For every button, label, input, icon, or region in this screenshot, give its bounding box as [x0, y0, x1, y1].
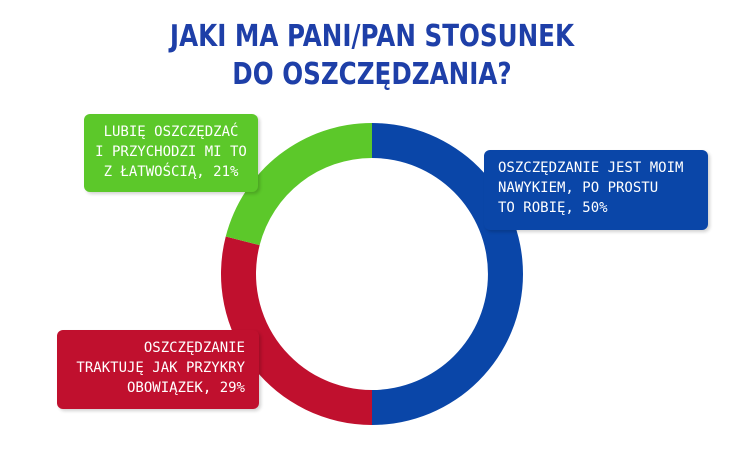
slice-label-blue-line-3: TO ROBIĘ, 50% — [498, 200, 608, 216]
slice-label-green-line-1: LUBIĘ OSZCZĘDZAĆ — [103, 124, 239, 140]
donut-slice-green — [225, 123, 372, 246]
slice-label-blue-line-2: NAWYKIEM, PO PROSTU — [498, 180, 659, 196]
slice-label-red: OSZCZĘDZANIE TRAKTUJĘ JAK PRZYKRY OBOWIĄ… — [57, 330, 259, 409]
chart-title-line-1: JAKI MA PANI/PAN STOSUNEK — [169, 19, 575, 54]
chart-title: JAKI MA PANI/PAN STOSUNEK DO OSZCZĘDZANI… — [67, 18, 677, 94]
slice-label-blue-line-1: OSZCZĘDZANIE JEST MOIM — [498, 160, 684, 176]
slice-label-green-line-3: Z ŁATWOŚCIĄ, 21% — [103, 164, 239, 180]
slice-label-red-line-2: TRAKTUJĘ JAK PRZYKRY — [76, 360, 245, 376]
slice-label-green: LUBIĘ OSZCZĘDZAĆ I PRZYCHODZI MI TO Z ŁA… — [84, 114, 258, 192]
slice-label-blue: OSZCZĘDZANIE JEST MOIM NAWYKIEM, PO PROS… — [484, 150, 708, 230]
slice-label-red-line-3: OBOWIĄZEK, 29% — [126, 380, 245, 396]
slice-label-red-line-1: OSZCZĘDZANIE — [143, 340, 245, 356]
slice-label-green-line-2: I PRZYCHODZI MI TO — [95, 144, 247, 160]
chart-title-line-2: DO OSZCZĘDZANIA? — [232, 57, 512, 92]
